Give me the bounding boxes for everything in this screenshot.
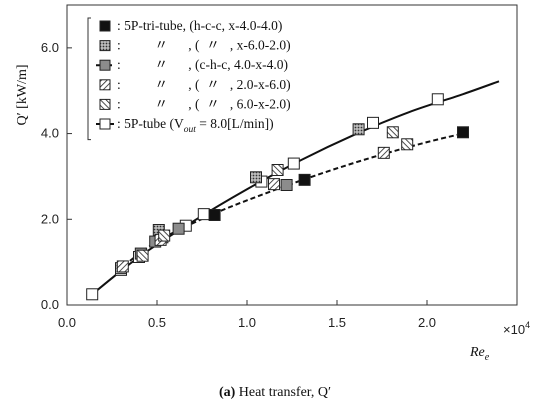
x-axis-label: Ree: [469, 345, 490, 363]
data-point-hatch-r: [116, 260, 129, 273]
legend-marker-hatch-l: [99, 98, 111, 110]
x-tick-label: 0.5: [148, 315, 166, 330]
fit-lines: [91, 80, 500, 296]
caption: (a) Heat transfer, Q′: [219, 385, 331, 400]
legend-marker-dots: [99, 40, 111, 52]
y-tick-label: 0.0: [41, 297, 59, 312]
data-point-gray: [172, 222, 185, 235]
legend-marker-gray: [99, 59, 111, 71]
x-tick-labels: 0.0 0.5 1.0 1.5 2.0: [58, 315, 436, 330]
y-axis-label: Q′ [kW/m]: [15, 65, 30, 126]
legend-marker-black: [99, 20, 111, 32]
data-point-hatch-l: [271, 164, 284, 176]
legend-marker-white: [99, 118, 111, 130]
y-tick-label: 2.0: [41, 211, 59, 226]
data-point-hatch-l: [386, 126, 399, 139]
legend-label: : 5P-tube (Vout = 8.0[L/min]): [117, 116, 274, 135]
data-point-gray: [280, 179, 293, 191]
axis-ticks: [66, 47, 428, 306]
data-points: [86, 93, 469, 301]
fit-line-dashed: [116, 131, 467, 272]
legend: : 5P-tri-tube, (h-c-c, x-4.0-4.0) : 〃 , (…: [87, 17, 291, 141]
data-point-hatch-l: [401, 138, 414, 151]
x-tick-label: 1.5: [328, 315, 346, 330]
x-tick-label: 2.0: [418, 315, 436, 330]
legend-label: : 〃 , ( 〃 , 2.0-x-6.0): [117, 77, 291, 92]
y-tick-labels: 0.0 2.0 4.0 6.0: [41, 40, 59, 312]
data-point-hatch-l: [158, 229, 171, 242]
data-point-dots: [352, 123, 365, 136]
data-point-white: [197, 208, 210, 221]
legend-label: : 〃 , ( 〃 , x-6.0-2.0): [117, 38, 291, 53]
legend-marker-hatch-r: [99, 79, 111, 91]
x-multiplier: ×104: [503, 320, 530, 337]
y-tick-label: 6.0: [41, 40, 59, 55]
fit-line-solid: [91, 80, 500, 296]
x-tick-label: 1.0: [238, 315, 256, 330]
data-point-white: [287, 157, 300, 170]
data-point-black: [208, 209, 221, 221]
plot-frame: [66, 4, 518, 306]
data-point-black: [298, 173, 311, 186]
data-point-hatch-r: [268, 178, 280, 191]
legend-label: : 〃 , (c-h-c, 4.0-x-4.0): [117, 57, 288, 72]
data-point-white: [367, 116, 379, 129]
legend-label: : 5P-tri-tube, (h-c-c, x-4.0-4.0): [117, 18, 282, 33]
legend-bracket: [87, 17, 91, 141]
data-point-white: [431, 93, 444, 106]
legend-label: : 〃 , ( 〃 , 6.0-x-2.0): [117, 96, 291, 111]
data-point-black: [457, 126, 469, 139]
x-tick-label: 0.0: [58, 315, 76, 330]
data-point-white: [86, 288, 99, 301]
data-point-hatch-r: [377, 146, 390, 159]
data-point-hatch-l: [136, 249, 149, 262]
y-tick-label: 4.0: [41, 126, 59, 141]
data-point-dots: [250, 171, 262, 184]
